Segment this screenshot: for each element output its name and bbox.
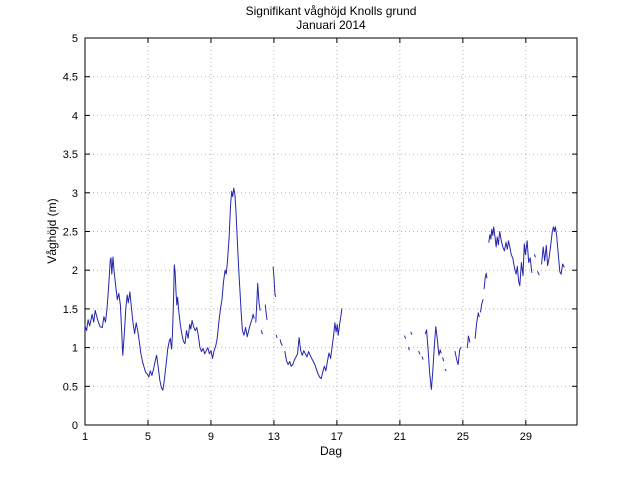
y-tick-label: 4 — [72, 110, 78, 122]
y-tick-label: 2 — [72, 265, 78, 277]
chart-title-line2: Januari 2014 — [296, 18, 366, 32]
x-tick-label: 9 — [208, 431, 214, 443]
x-tick-label: 1 — [82, 431, 88, 443]
chart-title-line1: Signifikant våghöjd Knolls grund — [245, 4, 417, 18]
x-tick-label: 5 — [145, 431, 151, 443]
y-tick-label: 3.5 — [63, 149, 78, 161]
y-tick-label: 0 — [72, 420, 78, 432]
x-axis-label: Dag — [319, 444, 342, 458]
y-tick-label: 0.5 — [63, 381, 78, 393]
chart-title: Signifikant våghöjd Knolls grund Januari… — [85, 4, 577, 32]
axes-box — [84, 37, 578, 426]
y-tick-label: 3 — [72, 188, 78, 200]
wave-height-series — [84, 187, 565, 391]
y-tick-label: 1 — [72, 343, 78, 355]
x-tick-label: 17 — [331, 431, 343, 443]
x-tick-label: 21 — [394, 431, 406, 443]
x-tick-label: 13 — [268, 431, 280, 443]
y-tick-label: 1.5 — [63, 304, 78, 316]
y-tick-label: 4.5 — [63, 72, 78, 84]
y-axis-label: Våghöjd (m) — [45, 198, 59, 264]
y-tick-label: 2.5 — [63, 227, 78, 239]
y-tick-label: 5 — [72, 33, 78, 45]
x-tick-label: 25 — [457, 431, 469, 443]
x-tick-label: 29 — [520, 431, 532, 443]
